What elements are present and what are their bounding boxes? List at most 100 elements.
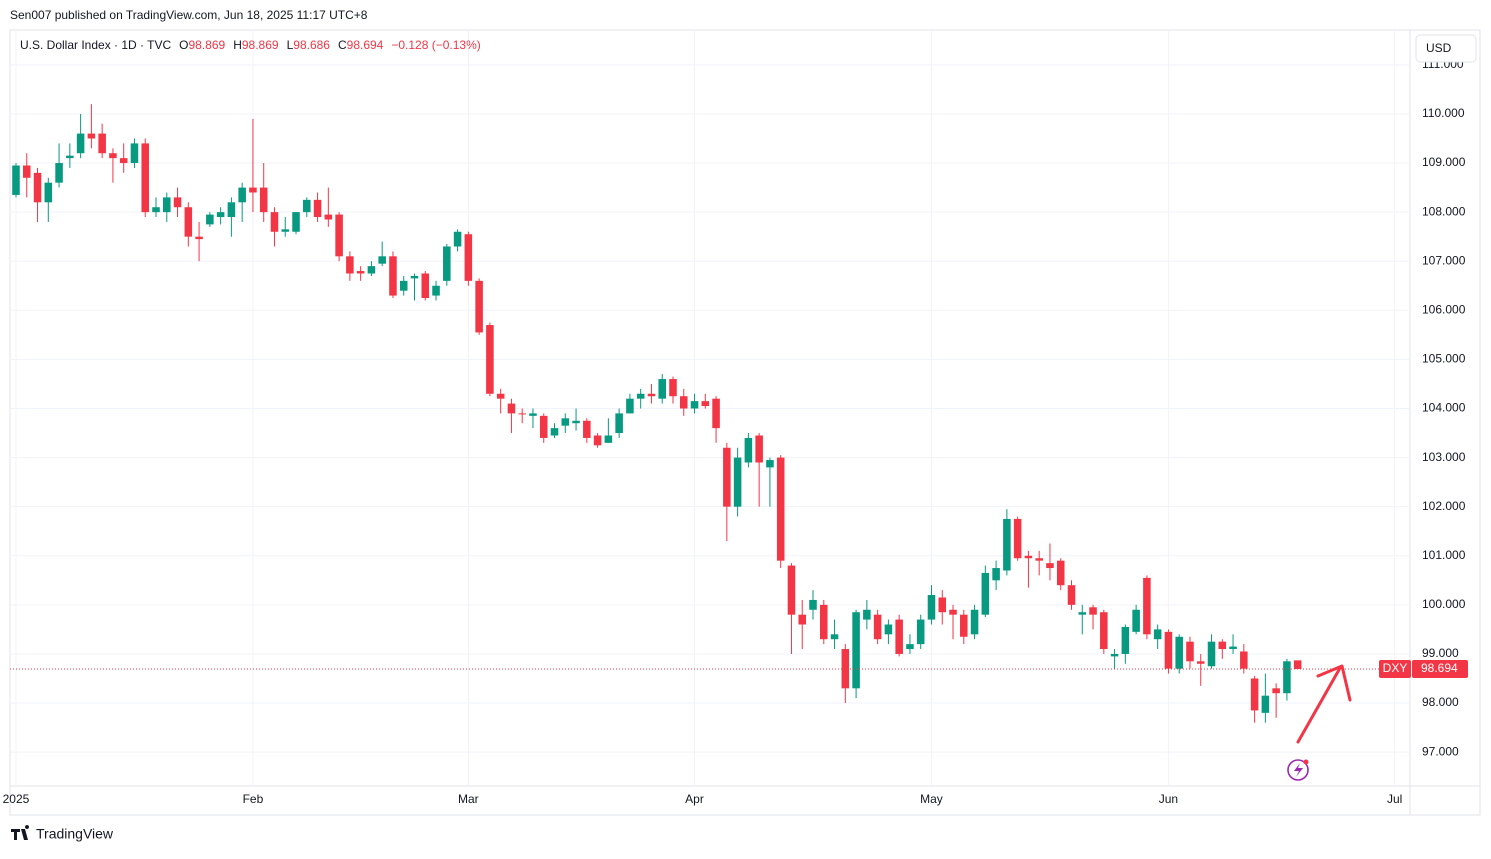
- candle-body: [475, 280, 483, 333]
- candle-body: [960, 614, 968, 637]
- candles: [10, 104, 1410, 723]
- candle-body: [809, 599, 817, 610]
- currency-button[interactable]: [1415, 34, 1477, 63]
- candle-body: [356, 271, 365, 274]
- candle-body: [270, 212, 279, 232]
- arrow-annotation: [1296, 664, 1352, 744]
- y-tick-label: 103.000: [1422, 450, 1466, 464]
- candle-body: [669, 379, 677, 397]
- candle-body: [55, 163, 63, 183]
- x-tick-label: Jul: [1387, 792, 1402, 806]
- candle-body: [550, 428, 559, 436]
- candle-body: [453, 231, 462, 247]
- ohlc-label: C: [338, 38, 347, 52]
- y-tick-label: 106.000: [1422, 302, 1466, 316]
- candle-body: [195, 236, 203, 240]
- y-tick-label: 101.000: [1422, 548, 1466, 562]
- candle-body: [1153, 629, 1162, 640]
- candle-body: [44, 182, 53, 203]
- ohlc-value: 98.686: [293, 38, 330, 52]
- y-tick-label: 105.000: [1422, 352, 1466, 366]
- candle-body: [970, 609, 979, 635]
- candle-body: [346, 256, 354, 274]
- symbol-badge: [1379, 659, 1411, 678]
- candle-body: [647, 393, 656, 397]
- candle-body: [410, 275, 419, 279]
- candle-body: [852, 612, 860, 689]
- candle-body: [1035, 558, 1043, 561]
- candle-body: [119, 158, 128, 164]
- candle-body: [539, 415, 548, 438]
- candle-body: [281, 229, 290, 232]
- ohlc-value: 98.694: [347, 38, 384, 52]
- candle-body: [378, 256, 386, 264]
- candle-body: [830, 634, 839, 640]
- candle-body: [12, 165, 20, 195]
- x-tick-label: Jun: [1159, 792, 1178, 806]
- candle-body: [87, 133, 96, 139]
- candle-body: [1240, 651, 1248, 669]
- axes: 97.000 98.000 99.000 100.000 101.000 102.000 1…: [3, 57, 1468, 806]
- x-tick-label: Feb: [243, 792, 264, 806]
- candle-body: [1250, 678, 1259, 711]
- candle-body: [206, 214, 214, 225]
- candle-body: [1207, 641, 1216, 667]
- candle-body: [1100, 612, 1108, 650]
- event-icon[interactable]: [1287, 759, 1309, 781]
- candle-body: [679, 396, 688, 409]
- candle-body: [981, 572, 990, 615]
- last-price-badge: [1412, 659, 1468, 678]
- ohlc-label: O: [179, 38, 188, 52]
- candle-body: [33, 172, 42, 203]
- candle-body: [249, 187, 257, 193]
- candle-body: [173, 197, 182, 208]
- y-tick-label: 100.000: [1422, 597, 1466, 611]
- candle-body: [1164, 631, 1173, 669]
- candle-body: [152, 207, 160, 213]
- candle-body: [399, 280, 408, 291]
- candle-body: [335, 214, 343, 257]
- currency: USD: [1426, 41, 1452, 55]
- publish-line: Sen007 published on TradingView.com, Jun…: [10, 8, 368, 22]
- candle-body: [744, 437, 753, 463]
- candle-body: [443, 246, 451, 281]
- candle-body: [238, 187, 246, 203]
- ohlc-label: L: [287, 38, 294, 52]
- candle-body: [798, 614, 807, 625]
- candle-body: [227, 202, 236, 218]
- candle-body: [873, 614, 882, 640]
- candle-body: [1078, 612, 1087, 615]
- symbol-title: U.S. Dollar Index · 1D · TVC: [20, 38, 171, 52]
- candle-body: [184, 207, 193, 237]
- brand-logo: [11, 825, 30, 840]
- candle-body: [636, 393, 645, 399]
- ohlc-value: 98.869: [189, 38, 226, 52]
- candle-body: [572, 420, 580, 424]
- candle-body: [1272, 688, 1280, 694]
- x-tick-label: 2025: [3, 792, 30, 806]
- y-tick-label: 107.000: [1422, 253, 1466, 267]
- candle-body: [421, 273, 430, 299]
- candle-body: [863, 609, 871, 620]
- candle-body: [723, 447, 731, 507]
- candle-body: [1293, 660, 1302, 669]
- candle-body: [938, 597, 947, 613]
- candle-body: [615, 413, 623, 434]
- change: −0.128 (−0.13%): [391, 38, 480, 52]
- x-tick-label: Mar: [458, 792, 479, 806]
- symbol-label: DXY: [1383, 661, 1408, 675]
- candle-body: [1218, 641, 1227, 650]
- candle-body: [583, 420, 591, 438]
- y-tick-label: 104.000: [1422, 401, 1466, 415]
- candle-body: [1175, 636, 1183, 669]
- candle-body: [76, 133, 85, 154]
- candle-body: [507, 403, 516, 414]
- candle-body: [1229, 646, 1237, 650]
- candle-body: [496, 393, 505, 399]
- candle-body: [529, 413, 537, 416]
- event-icon-bolt: [1294, 763, 1303, 777]
- y-tick-label: 110.000: [1422, 106, 1465, 120]
- candle-body: [313, 199, 322, 218]
- y-tick-label: 108.000: [1422, 204, 1466, 218]
